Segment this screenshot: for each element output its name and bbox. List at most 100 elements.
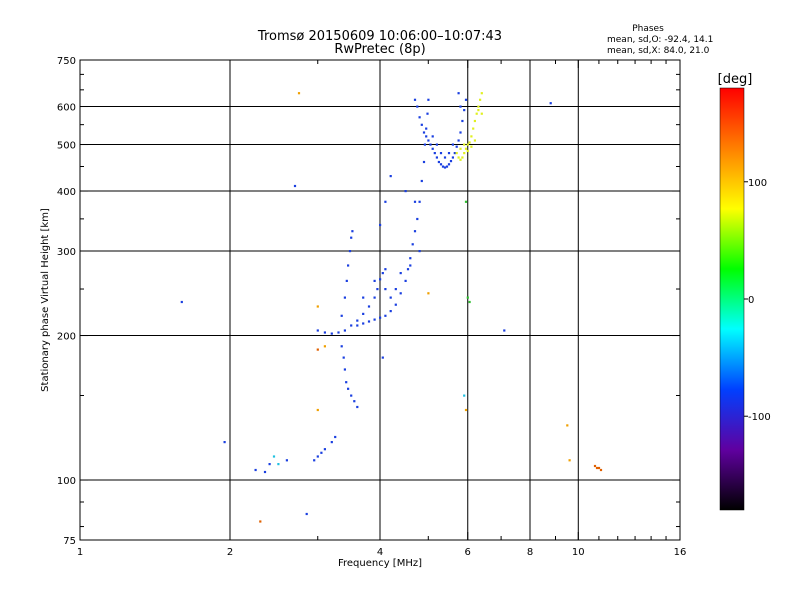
data-point [420,179,423,183]
data-point [459,131,462,134]
data-point [389,296,392,299]
data-point [337,331,340,334]
data-point [323,345,326,348]
colorbar-tick-label: 0 [748,295,754,306]
data-point [443,156,447,159]
data-point [466,143,469,146]
colorbar-label: [deg] [718,72,753,87]
data-point [426,112,429,115]
colorbar-ticks: 100 0 -100 [744,178,771,423]
data-point [406,268,410,271]
data-point [461,119,464,123]
data-point [439,163,443,166]
data-point [420,123,423,126]
data-point [461,156,464,159]
data-point [441,165,445,168]
data-point [427,139,430,142]
data-point [599,468,603,472]
data-point [451,143,454,146]
y-tick-label: 300 [57,247,76,258]
data-point [459,158,462,161]
data-point [457,139,460,142]
data-point [316,408,319,412]
y-axis-label: Stationary phase Virtual Height [km] [40,208,51,392]
data-point [343,296,346,299]
data-point [425,135,428,138]
data-point [316,348,319,351]
colorbar-tick-label: -100 [748,412,771,423]
data-point [427,98,430,101]
x-tick-label: 16 [674,547,687,558]
data-point [429,143,432,146]
data-point [350,236,353,239]
data-point [362,312,365,315]
data-point [480,112,483,115]
data-point [447,152,451,155]
chart-title: Tromsø 20150609 10:06:00–10:07:43 [257,29,502,44]
chart-subtitle: RwPretec (8p) [334,42,425,57]
data-point [330,441,333,444]
data-point [473,119,476,123]
data-point [473,139,476,142]
data-point [455,145,458,148]
data-point [379,316,382,319]
data-point [447,163,451,166]
data-point [464,200,468,203]
data-point [379,278,382,281]
data-point [394,288,397,291]
x-tick-label: 10 [572,547,585,558]
data-point [477,109,480,112]
data-point [254,468,257,472]
data-point [347,387,350,390]
data-point [435,156,438,159]
data-point [342,356,345,359]
data-point [595,466,599,470]
data-point [334,435,337,439]
data-point [437,160,440,164]
data-point [503,329,506,332]
data-point [466,296,469,299]
data-point [423,143,426,146]
data-point [457,156,460,159]
data-point [348,250,352,253]
data-point [351,230,354,233]
data-point [340,345,343,348]
data-point [263,470,267,474]
data-point [459,147,462,150]
data-point [459,105,462,108]
data-point [411,243,414,246]
data-point [373,279,376,282]
data-point [416,217,419,221]
stats-line-o: mean, sd,O: -92.4, 14.1 [607,35,713,45]
data-point [305,512,308,516]
data-point [422,131,426,134]
data-point [549,102,552,105]
data-point [466,149,469,153]
data-point [381,356,384,359]
data-point [316,305,319,308]
data-point [316,455,319,458]
data-point [463,109,466,112]
x-tick-label: 4 [377,547,383,558]
data-point [468,300,471,304]
y-tick-label: 500 [57,141,76,152]
data-point [384,200,387,203]
data-point [435,143,438,146]
data-point [453,152,456,155]
data-point [464,408,468,412]
x-tick-label: 1 [77,547,83,558]
x-tick-label: 6 [465,547,471,558]
stats-heading: Phases [632,24,664,34]
y-tick-label: 750 [57,56,76,67]
data-point [350,324,353,327]
data-point [345,279,348,282]
data-point [566,424,569,427]
data-point [384,268,387,271]
data-point [347,264,350,267]
data-point [443,166,447,169]
data-point [376,288,379,291]
data-point [389,175,392,178]
x-tick-label: 2 [227,547,233,558]
data-point [373,318,376,321]
data-point [384,314,387,317]
